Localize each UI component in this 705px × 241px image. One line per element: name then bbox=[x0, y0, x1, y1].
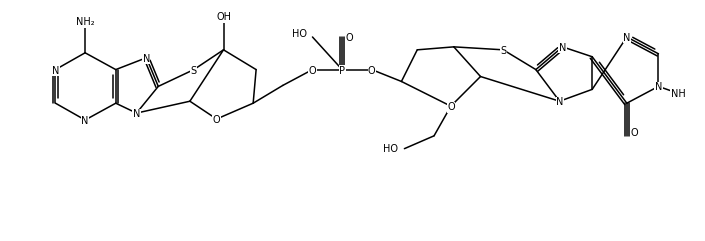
Text: N: N bbox=[655, 82, 662, 92]
Text: N: N bbox=[556, 97, 563, 107]
Text: N: N bbox=[51, 66, 59, 76]
Text: O: O bbox=[631, 128, 639, 138]
Text: O: O bbox=[345, 33, 353, 43]
Text: N: N bbox=[82, 116, 89, 126]
Text: HO: HO bbox=[384, 144, 398, 154]
Text: N: N bbox=[623, 33, 630, 43]
Text: NH: NH bbox=[671, 89, 685, 99]
Text: NH₂: NH₂ bbox=[76, 17, 94, 27]
Text: O: O bbox=[309, 66, 317, 76]
Text: OH: OH bbox=[216, 12, 231, 22]
Text: N: N bbox=[559, 43, 566, 53]
Text: P: P bbox=[339, 66, 345, 76]
Text: O: O bbox=[447, 102, 455, 112]
Text: HO: HO bbox=[292, 29, 307, 39]
Text: N: N bbox=[133, 109, 140, 119]
Text: O: O bbox=[368, 66, 376, 76]
Text: S: S bbox=[191, 66, 197, 76]
Text: S: S bbox=[500, 46, 506, 56]
Text: O: O bbox=[213, 115, 221, 125]
Text: N: N bbox=[142, 54, 150, 64]
